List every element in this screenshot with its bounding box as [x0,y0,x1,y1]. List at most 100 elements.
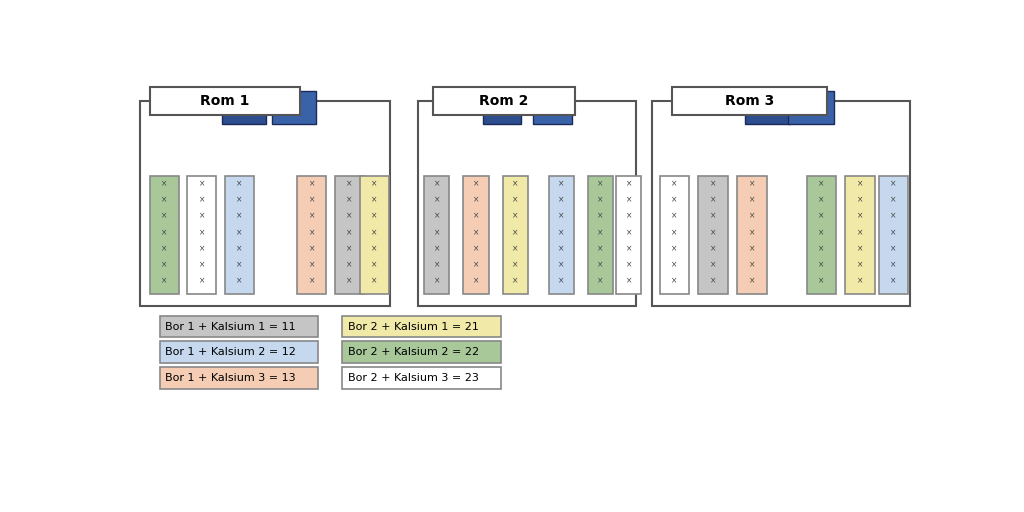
Bar [616,176,641,294]
Text: ×: × [857,179,863,188]
Text: ×: × [433,244,440,253]
Bar [225,176,254,294]
Text: ×: × [161,244,168,253]
Bar [659,176,689,294]
Text: ×: × [558,212,564,221]
Text: ×: × [891,179,897,188]
Text: ×: × [857,228,863,237]
Text: ×: × [818,276,824,286]
Text: ×: × [433,228,440,237]
Text: ×: × [199,276,205,286]
Text: ×: × [346,244,352,253]
Text: ×: × [371,276,378,286]
Text: ×: × [512,261,518,269]
Text: ×: × [710,212,716,221]
Text: ×: × [626,179,632,188]
Text: ×: × [558,276,564,286]
Text: ×: × [308,276,315,286]
Text: ×: × [161,196,168,205]
Bar [359,176,389,294]
Bar [140,101,390,306]
Text: ×: × [237,261,243,269]
Text: ×: × [308,228,315,237]
Bar [788,91,834,124]
Bar [297,176,326,294]
Text: 1: 1 [806,100,816,115]
Bar [483,91,521,124]
Text: ×: × [818,212,824,221]
Text: ×: × [626,244,632,253]
Text: 6: 6 [240,100,249,115]
Bar [652,101,909,306]
Text: ×: × [818,261,824,269]
Bar [160,367,318,389]
Text: ×: × [371,179,378,188]
Text: ×: × [857,244,863,253]
Text: ×: × [473,212,479,221]
Text: Bor 1 + Kalsium 3 = 13: Bor 1 + Kalsium 3 = 13 [165,373,296,383]
Text: ×: × [346,179,352,188]
Text: ×: × [371,196,378,205]
Text: ×: × [473,196,479,205]
Bar [807,176,837,294]
Text: ×: × [512,196,518,205]
Text: ×: × [473,276,479,286]
Text: ×: × [749,244,755,253]
Text: Rom 1: Rom 1 [201,94,250,108]
Text: ×: × [671,261,678,269]
Bar [150,87,300,115]
Text: ×: × [818,228,824,237]
Bar [187,176,216,294]
Text: ×: × [671,244,678,253]
Text: ×: × [161,212,168,221]
Text: ×: × [237,244,243,253]
Bar [744,91,790,124]
Text: ×: × [671,212,678,221]
Text: ×: × [161,179,168,188]
Text: ×: × [597,179,603,188]
Text: ×: × [237,179,243,188]
Bar [549,176,573,294]
Text: ×: × [512,179,518,188]
Text: ×: × [626,212,632,221]
Text: ×: × [433,179,440,188]
Text: ×: × [749,261,755,269]
Text: Bor 2 + Kalsium 3 = 23: Bor 2 + Kalsium 3 = 23 [348,373,478,383]
Bar [342,316,501,337]
Text: ×: × [199,196,205,205]
Text: ×: × [891,196,897,205]
Bar [424,176,450,294]
Text: ×: × [749,228,755,237]
Text: ×: × [891,261,897,269]
Text: ×: × [597,212,603,221]
Text: Bor 1 + Kalsium 2 = 12: Bor 1 + Kalsium 2 = 12 [165,347,296,357]
Text: ×: × [512,212,518,221]
Text: ×: × [199,228,205,237]
Text: ×: × [558,179,564,188]
Text: ×: × [626,276,632,286]
Text: Rom 2: Rom 2 [479,94,528,108]
Text: 5: 5 [290,100,299,115]
Text: ×: × [891,244,897,253]
Bar [879,176,908,294]
Text: ×: × [857,212,863,221]
Text: ×: × [818,196,824,205]
Bar [737,176,767,294]
Text: ×: × [237,276,243,286]
Text: 4: 4 [498,100,507,115]
Bar [222,91,266,124]
Bar [418,101,636,306]
Bar [272,91,316,124]
Text: ×: × [597,228,603,237]
Text: ×: × [512,244,518,253]
Bar [673,87,827,115]
Text: ×: × [597,196,603,205]
Text: ×: × [671,276,678,286]
Text: ×: × [473,244,479,253]
Text: ×: × [710,179,716,188]
Text: ×: × [671,196,678,205]
Bar [588,176,613,294]
Bar [160,316,318,337]
Bar [503,176,528,294]
Bar [342,367,501,389]
